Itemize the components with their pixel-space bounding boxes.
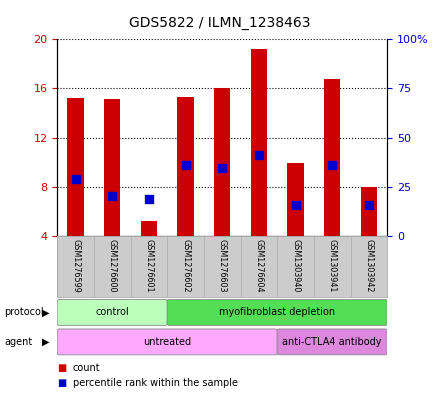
Text: GDS5822 / ILMN_1238463: GDS5822 / ILMN_1238463 xyxy=(129,16,311,30)
Text: control: control xyxy=(95,307,129,318)
Point xyxy=(329,162,336,168)
Text: myofibroblast depletion: myofibroblast depletion xyxy=(219,307,335,318)
Text: GSM1276601: GSM1276601 xyxy=(144,239,154,292)
Text: count: count xyxy=(73,362,100,373)
Text: agent: agent xyxy=(4,337,33,347)
Text: ■: ■ xyxy=(57,378,66,388)
Bar xyxy=(67,98,84,236)
Text: GSM1276602: GSM1276602 xyxy=(181,239,190,292)
Text: ▶: ▶ xyxy=(42,337,50,347)
Text: ■: ■ xyxy=(57,362,66,373)
Text: GSM1276604: GSM1276604 xyxy=(254,239,264,292)
Text: GSM1276603: GSM1276603 xyxy=(218,239,227,292)
Point xyxy=(145,196,152,202)
Text: ▶: ▶ xyxy=(42,307,50,318)
Text: anti-CTLA4 antibody: anti-CTLA4 antibody xyxy=(282,337,382,347)
Bar xyxy=(361,187,377,236)
Text: GSM1303940: GSM1303940 xyxy=(291,239,300,292)
Point xyxy=(219,165,226,171)
Bar xyxy=(177,97,194,236)
Bar xyxy=(324,79,341,236)
FancyBboxPatch shape xyxy=(167,299,387,325)
Bar xyxy=(251,49,267,236)
Text: protocol: protocol xyxy=(4,307,44,318)
Point xyxy=(255,152,262,158)
Point xyxy=(292,202,299,208)
Bar xyxy=(287,163,304,236)
Point xyxy=(109,193,116,200)
FancyBboxPatch shape xyxy=(57,299,167,325)
Text: untreated: untreated xyxy=(143,337,191,347)
Point xyxy=(182,162,189,168)
Text: GSM1276600: GSM1276600 xyxy=(108,239,117,292)
FancyBboxPatch shape xyxy=(57,329,277,355)
Text: percentile rank within the sample: percentile rank within the sample xyxy=(73,378,238,388)
Point xyxy=(365,202,372,208)
Bar xyxy=(104,99,121,236)
Bar xyxy=(214,88,231,236)
Bar xyxy=(141,221,157,236)
Point xyxy=(72,176,79,182)
FancyBboxPatch shape xyxy=(277,329,387,355)
Text: GSM1276599: GSM1276599 xyxy=(71,239,80,293)
Text: GSM1303941: GSM1303941 xyxy=(328,239,337,292)
Text: GSM1303942: GSM1303942 xyxy=(364,239,374,292)
